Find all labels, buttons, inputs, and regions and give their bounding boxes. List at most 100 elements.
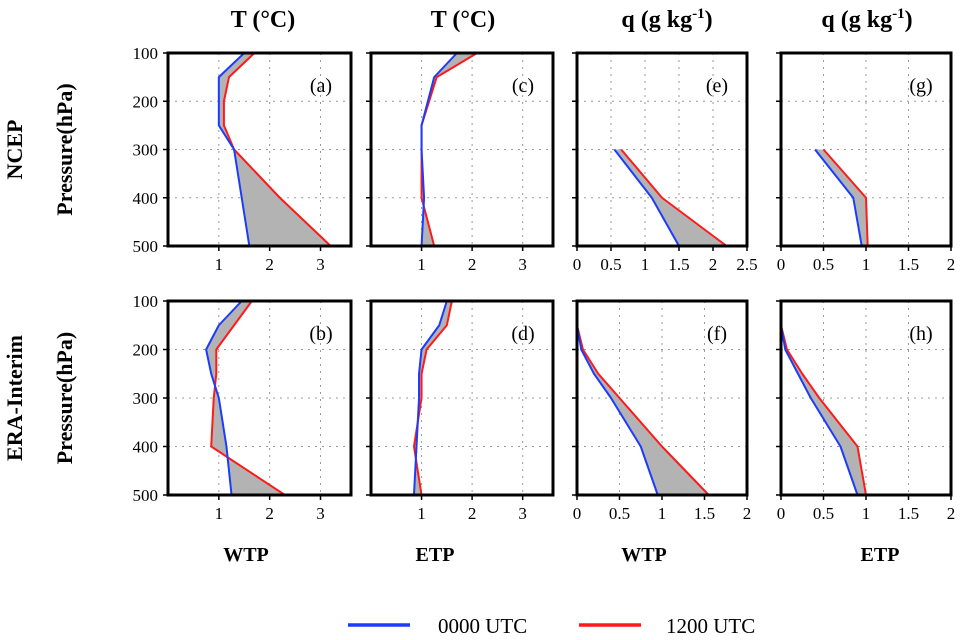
y-tick-label: 100 [133, 292, 159, 311]
x-tick-label: 1 [658, 504, 667, 523]
row-label-group: NCEP [2, 120, 27, 180]
x-tick-label: 2 [947, 255, 956, 274]
x-tick-label: 1.5 [668, 255, 689, 274]
series-line-0000utc [420, 52, 458, 247]
series-line-0000utc [576, 325, 659, 496]
series-line-1200utc [210, 300, 286, 496]
legend: 0000 UTC 1200 UTC [348, 614, 755, 638]
difference-shading [781, 325, 866, 495]
x-tick-label: 0.5 [600, 255, 621, 274]
panel-c: 1 2 3 (c) [366, 51, 555, 274]
x-tick-label: 1 [641, 255, 650, 274]
panel-g: 0 0.5 1 1.5 2 (g) [776, 51, 956, 274]
legend-item: 1200 UTC [579, 614, 755, 638]
x-tick-label: 1 [862, 255, 871, 274]
y-axis-label: Pressure(hPa) [52, 332, 77, 464]
y-tick-label: 400 [133, 189, 159, 208]
column-title: T (°C) [431, 7, 496, 33]
series-line-0000utc [780, 325, 859, 496]
x-tick-label: 1 [215, 504, 224, 523]
series-line-0000utc [412, 300, 448, 496]
y-tick-label: 300 [133, 389, 159, 408]
panel-f: 0 0.5 1 1.5 2 (f) [572, 299, 751, 523]
panel-d: 1 2 3 (d) [366, 299, 555, 523]
x-tick-label: 2 [468, 255, 477, 274]
legend-label: 1200 UTC [666, 614, 755, 638]
series-line-0000utc [205, 300, 243, 496]
difference-shading [577, 325, 709, 495]
series-line-1200utc [576, 325, 710, 496]
bottom-region-label: ETP [416, 544, 455, 566]
y-axis-label-group: Pressure(hPa) [52, 332, 77, 464]
column-titles: T (°C) T (°C) q (g kg-1) q (g kg-1) [231, 6, 913, 33]
difference-shading [614, 149, 727, 246]
x-tick-label: 0.5 [813, 504, 834, 523]
panel-letter: (e) [706, 75, 728, 97]
series-line-1200utc [620, 148, 728, 247]
row-label: NCEP [2, 120, 27, 180]
x-tick-label: 1.5 [898, 504, 919, 523]
y-tick-label: 500 [133, 237, 159, 256]
legend-label: 0000 UTC [438, 614, 527, 638]
difference-shading [218, 53, 331, 246]
y-tick-label: 400 [133, 438, 159, 457]
x-tick-label: 0.5 [813, 255, 834, 274]
panel-letter: (f) [707, 323, 727, 345]
series-line-0000utc [814, 148, 863, 247]
x-tick-label: 2 [947, 504, 956, 523]
x-tick-label: 2 [709, 255, 718, 274]
bottom-region-label: ETP [861, 544, 900, 566]
series-line-1200utc [822, 148, 869, 247]
x-tick-label: 0 [777, 255, 786, 274]
legend-item: 0000 UTC [348, 614, 527, 638]
x-tick-label: 1.5 [898, 255, 919, 274]
panel-letter: (c) [512, 75, 534, 97]
x-tick-label: 2 [265, 255, 274, 274]
x-tick-label: 3 [316, 504, 325, 523]
bottom-region-label: WTP [621, 544, 667, 566]
y-axis-label: Pressure(hPa) [52, 83, 77, 215]
x-tick-label: 0.5 [609, 504, 630, 523]
column-title: T (°C) [231, 7, 296, 33]
x-tick-label: 1.5 [694, 504, 715, 523]
row-label-group: ERA-Interim [2, 335, 27, 461]
panel-e: 0 0.5 1 1.5 2 2.5 (e) [572, 51, 758, 274]
difference-shading [421, 53, 478, 246]
panel-b: 1 2 3 100 200 300 400 500 (b) [133, 292, 353, 523]
x-tick-label: 0 [777, 504, 786, 523]
series-line-1200utc [222, 52, 332, 247]
row-labels: NCEP Pressure(hPa) ERA-Interim Pressure(hPa… [2, 83, 77, 464]
y-tick-label: 200 [133, 92, 159, 111]
series-line-0000utc [613, 148, 680, 247]
column-title: q (g kg-1) [821, 6, 912, 33]
x-tick-label: 1 [862, 504, 871, 523]
x-tick-label: 0 [573, 255, 582, 274]
x-tick-label: 1 [215, 255, 224, 274]
x-tick-label: 3 [518, 255, 527, 274]
panel-letter: (g) [909, 75, 932, 97]
panel-a: 1 2 3 100 200 300 400 500 (a) [133, 44, 353, 274]
row-label: ERA-Interim [2, 335, 27, 461]
series-line-1200utc [780, 325, 867, 496]
x-tick-label: 3 [316, 255, 325, 274]
difference-shading [815, 149, 868, 246]
y-tick-label: 200 [133, 341, 159, 360]
difference-shading [413, 301, 452, 495]
series-line-1200utc [412, 300, 453, 496]
series-line-0000utc [217, 52, 251, 247]
panel-h: 0 0.5 1 1.5 2 (h) [776, 299, 956, 523]
x-tick-label: 0 [573, 504, 582, 523]
x-tick-label: 2 [265, 504, 274, 523]
x-tick-label: 2 [468, 504, 477, 523]
panel-letter: (b) [309, 323, 332, 345]
column-title: q (g kg-1) [621, 6, 712, 33]
x-tick-label: 3 [518, 504, 527, 523]
panel-letter: (d) [511, 323, 534, 345]
x-tick-label: 2.5 [736, 255, 757, 274]
bottom-region-label: WTP [223, 544, 269, 566]
x-tick-label: 1 [417, 504, 426, 523]
x-tick-label: 1 [417, 255, 426, 274]
y-tick-label: 100 [133, 44, 159, 63]
